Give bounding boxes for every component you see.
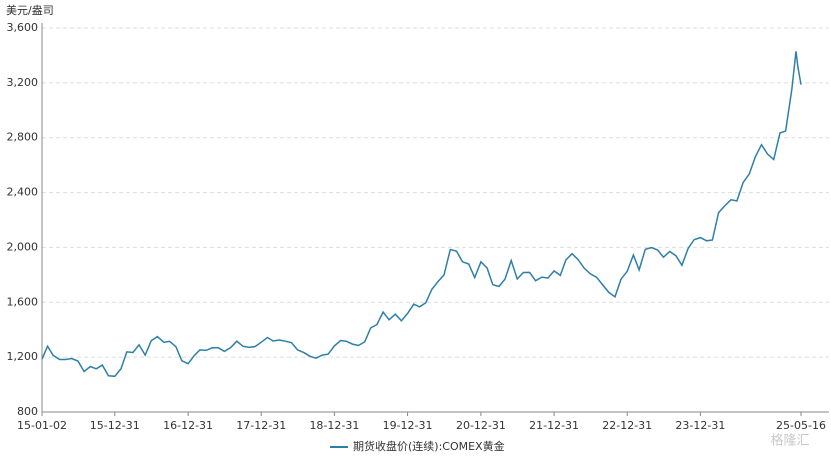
x-tick-label: 25-05-16 xyxy=(776,419,826,432)
x-tick-label: 23-12-31 xyxy=(675,419,725,432)
y-tick-label: 1,200 xyxy=(7,350,39,363)
y-tick-label: 800 xyxy=(17,405,38,418)
y-axis-label: 美元/盎司 xyxy=(6,3,54,17)
x-tick-label: 16-12-31 xyxy=(163,419,213,432)
y-tick-label: 2,800 xyxy=(7,131,39,144)
x-tick-label: 19-12-31 xyxy=(383,419,433,432)
x-tick-label: 18-12-31 xyxy=(309,419,359,432)
x-tick-label: 21-12-31 xyxy=(529,419,579,432)
x-tick-label: 17-12-31 xyxy=(236,419,286,432)
legend-label: 期货收盘价(连续):COMEX黄金 xyxy=(353,439,505,453)
x-tick-label: 15-12-31 xyxy=(90,419,140,432)
y-tick-label: 2,000 xyxy=(7,240,39,253)
y-tick-label: 3,600 xyxy=(7,21,39,34)
y-tick-label: 1,600 xyxy=(7,295,39,308)
series-line xyxy=(41,51,802,378)
x-tick-label: 22-12-31 xyxy=(602,419,652,432)
y-tick-label: 2,400 xyxy=(7,186,39,199)
x-tick-label: 20-12-31 xyxy=(456,419,506,432)
x-tick-label: 15-01-02 xyxy=(17,419,67,432)
y-tick-label: 3,200 xyxy=(7,76,39,89)
watermark: 格隆汇 xyxy=(770,433,809,449)
